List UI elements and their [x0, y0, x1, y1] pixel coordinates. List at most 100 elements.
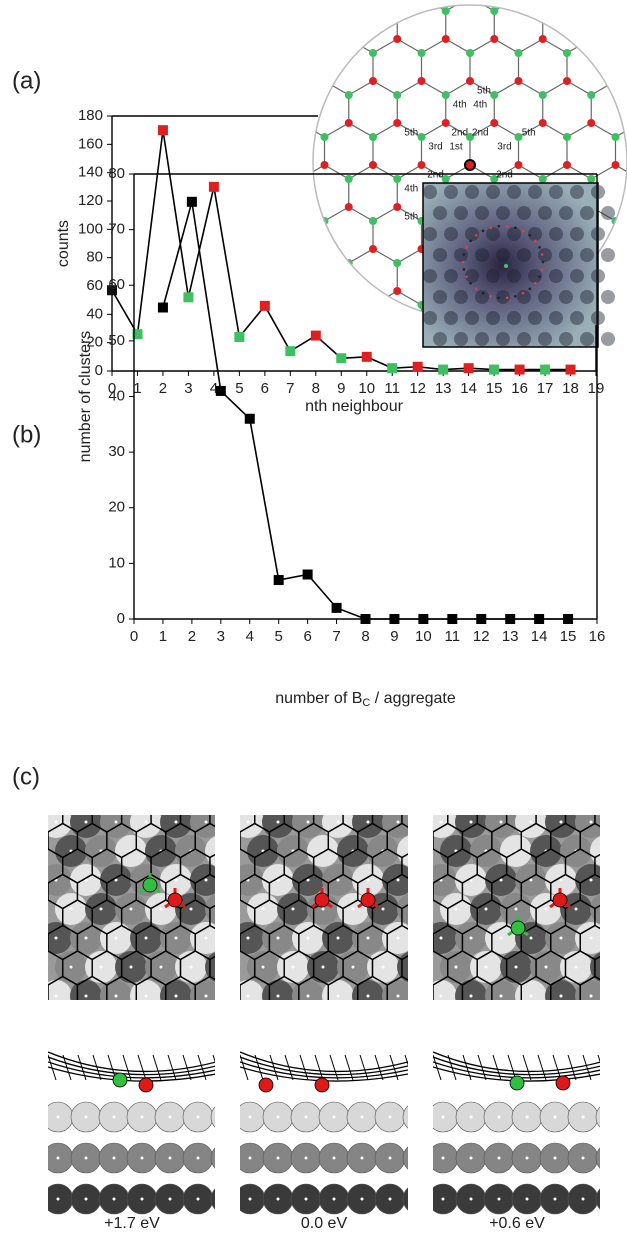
stm-spot — [559, 248, 573, 262]
dopant-atom — [510, 920, 526, 936]
bond — [372, 206, 398, 222]
substrate-dot — [605, 850, 608, 853]
substrate-dot — [235, 937, 238, 940]
bond — [396, 38, 422, 54]
x-tick-label: 12 — [409, 380, 426, 397]
substrate-dot — [417, 1157, 420, 1160]
stm-spot — [549, 311, 563, 325]
graphene-hex — [402, 1002, 431, 1036]
graphene-hex — [594, 904, 600, 930]
atom — [393, 175, 402, 183]
atom — [369, 0, 377, 1]
stm-marker — [469, 281, 472, 285]
graphene-bond — [152, 1054, 162, 1081]
substrate-dot — [174, 936, 178, 940]
graphene-hex — [151, 1002, 180, 1036]
graphene-hex — [240, 773, 269, 807]
graphene-hex — [0, 951, 4, 985]
graphene-hex — [33, 1002, 62, 1036]
substrate-dot — [144, 936, 148, 940]
stm-marker — [461, 260, 465, 264]
bond — [372, 38, 398, 54]
atom — [272, 161, 280, 169]
substrate-dot — [84, 1156, 88, 1160]
substrate-dot — [129, 907, 133, 911]
graphene-edge — [240, 1061, 408, 1079]
graphene-hex — [63, 1002, 92, 1036]
graphene-hex — [387, 773, 416, 807]
atom — [490, 175, 499, 183]
substrate-atom — [240, 815, 264, 838]
substrate-dot — [351, 907, 355, 911]
dopant-atom — [360, 892, 376, 908]
substrate-dot — [56, 1197, 60, 1201]
substrate-dot — [332, 1197, 336, 1201]
graphene-hex — [166, 1002, 195, 1036]
substrate-atom — [515, 980, 547, 1000]
bond — [396, 80, 422, 96]
substrate-dot — [574, 907, 578, 911]
bond — [493, 38, 519, 54]
stm-spot — [444, 227, 458, 241]
atom — [369, 329, 377, 337]
atom — [538, 91, 547, 99]
graphene-bond — [299, 1054, 309, 1081]
bond — [493, 5, 519, 12]
substrate-dot — [469, 936, 473, 940]
substrate-dot — [261, 965, 265, 969]
graphene-hex — [610, 824, 627, 858]
substrate-dot — [112, 1115, 116, 1119]
graphene-hex — [345, 773, 374, 807]
bond — [518, 164, 544, 180]
substrate-dot — [304, 1156, 308, 1160]
substrate-atom — [605, 922, 627, 954]
x-tick-label: 7 — [332, 628, 340, 645]
substrate-dot — [276, 820, 280, 824]
bond — [518, 122, 544, 138]
substrate-atom — [382, 922, 408, 954]
atom — [296, 175, 304, 183]
stm-spot — [475, 248, 489, 262]
stm-marker — [514, 226, 517, 230]
substrate-dot — [168, 1115, 172, 1119]
substrate-dot — [306, 878, 310, 882]
stm-spot — [570, 311, 584, 325]
substrate-dot — [174, 994, 178, 998]
y-axis-label: number of clusters — [77, 331, 94, 463]
x-tick-label: 3 — [217, 628, 225, 645]
substrate-dot — [412, 966, 415, 969]
bond — [348, 80, 374, 96]
graphene-hex — [48, 882, 49, 901]
stm-spot — [591, 311, 605, 325]
y-tick-label: 160 — [78, 135, 103, 152]
substrate-dot — [412, 850, 415, 853]
substrate-dot — [84, 878, 88, 882]
stm-spot — [486, 227, 500, 241]
stm-spot — [549, 185, 563, 199]
atom — [296, 119, 304, 127]
graphene-hex — [401, 853, 408, 879]
stm-spot — [591, 185, 605, 199]
atom — [490, 91, 499, 99]
graphene-edge — [433, 1061, 600, 1079]
stm-spot — [580, 248, 594, 262]
atom — [369, 133, 378, 141]
bond — [348, 248, 374, 264]
bond — [324, 122, 350, 138]
bond — [493, 122, 519, 138]
y-tick-label: 50 — [108, 332, 125, 349]
bond — [615, 80, 627, 96]
shell-label: 5th — [522, 128, 536, 139]
data-point — [259, 300, 270, 311]
x-axis-label-part: C — [362, 697, 370, 709]
substrate-dot — [454, 965, 458, 969]
x-tick-label: 1 — [133, 380, 141, 397]
graphene-hex — [343, 1002, 372, 1036]
substrate-dot — [248, 1197, 252, 1201]
stm-spot — [454, 290, 468, 304]
substrate-dot — [360, 1115, 364, 1119]
stm-marker — [489, 226, 492, 230]
substrate-dot — [469, 878, 473, 882]
stm-spot — [475, 332, 489, 346]
stm-spot — [570, 269, 584, 283]
